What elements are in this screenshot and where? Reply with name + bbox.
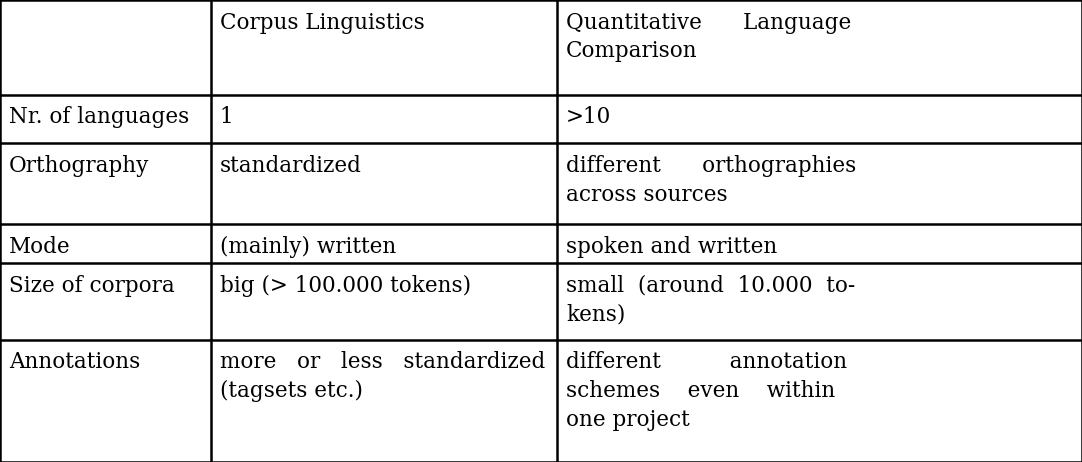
Text: Mode: Mode (9, 236, 70, 258)
Text: different          annotation
schemes    even    within
one project: different annotation schemes even within… (566, 351, 847, 431)
Text: Orthography: Orthography (9, 155, 149, 177)
Text: different      orthographies
across sources: different orthographies across sources (566, 155, 856, 206)
Text: (mainly) written: (mainly) written (220, 236, 396, 258)
Text: Annotations: Annotations (9, 351, 140, 373)
Text: >10: >10 (566, 106, 611, 128)
Text: Size of corpora: Size of corpora (9, 275, 174, 297)
Text: Corpus Linguistics: Corpus Linguistics (220, 12, 424, 34)
Text: spoken and written: spoken and written (566, 236, 777, 258)
Text: big (> 100.000 tokens): big (> 100.000 tokens) (220, 275, 471, 297)
Text: more   or   less   standardized
(tagsets etc.): more or less standardized (tagsets etc.) (220, 351, 545, 402)
Text: 1: 1 (220, 106, 234, 128)
Text: Nr. of languages: Nr. of languages (9, 106, 189, 128)
Text: standardized: standardized (220, 155, 361, 177)
Text: Quantitative      Language
Comparison: Quantitative Language Comparison (566, 12, 852, 62)
Text: small  (around  10.000  to-
kens): small (around 10.000 to- kens) (566, 275, 855, 326)
